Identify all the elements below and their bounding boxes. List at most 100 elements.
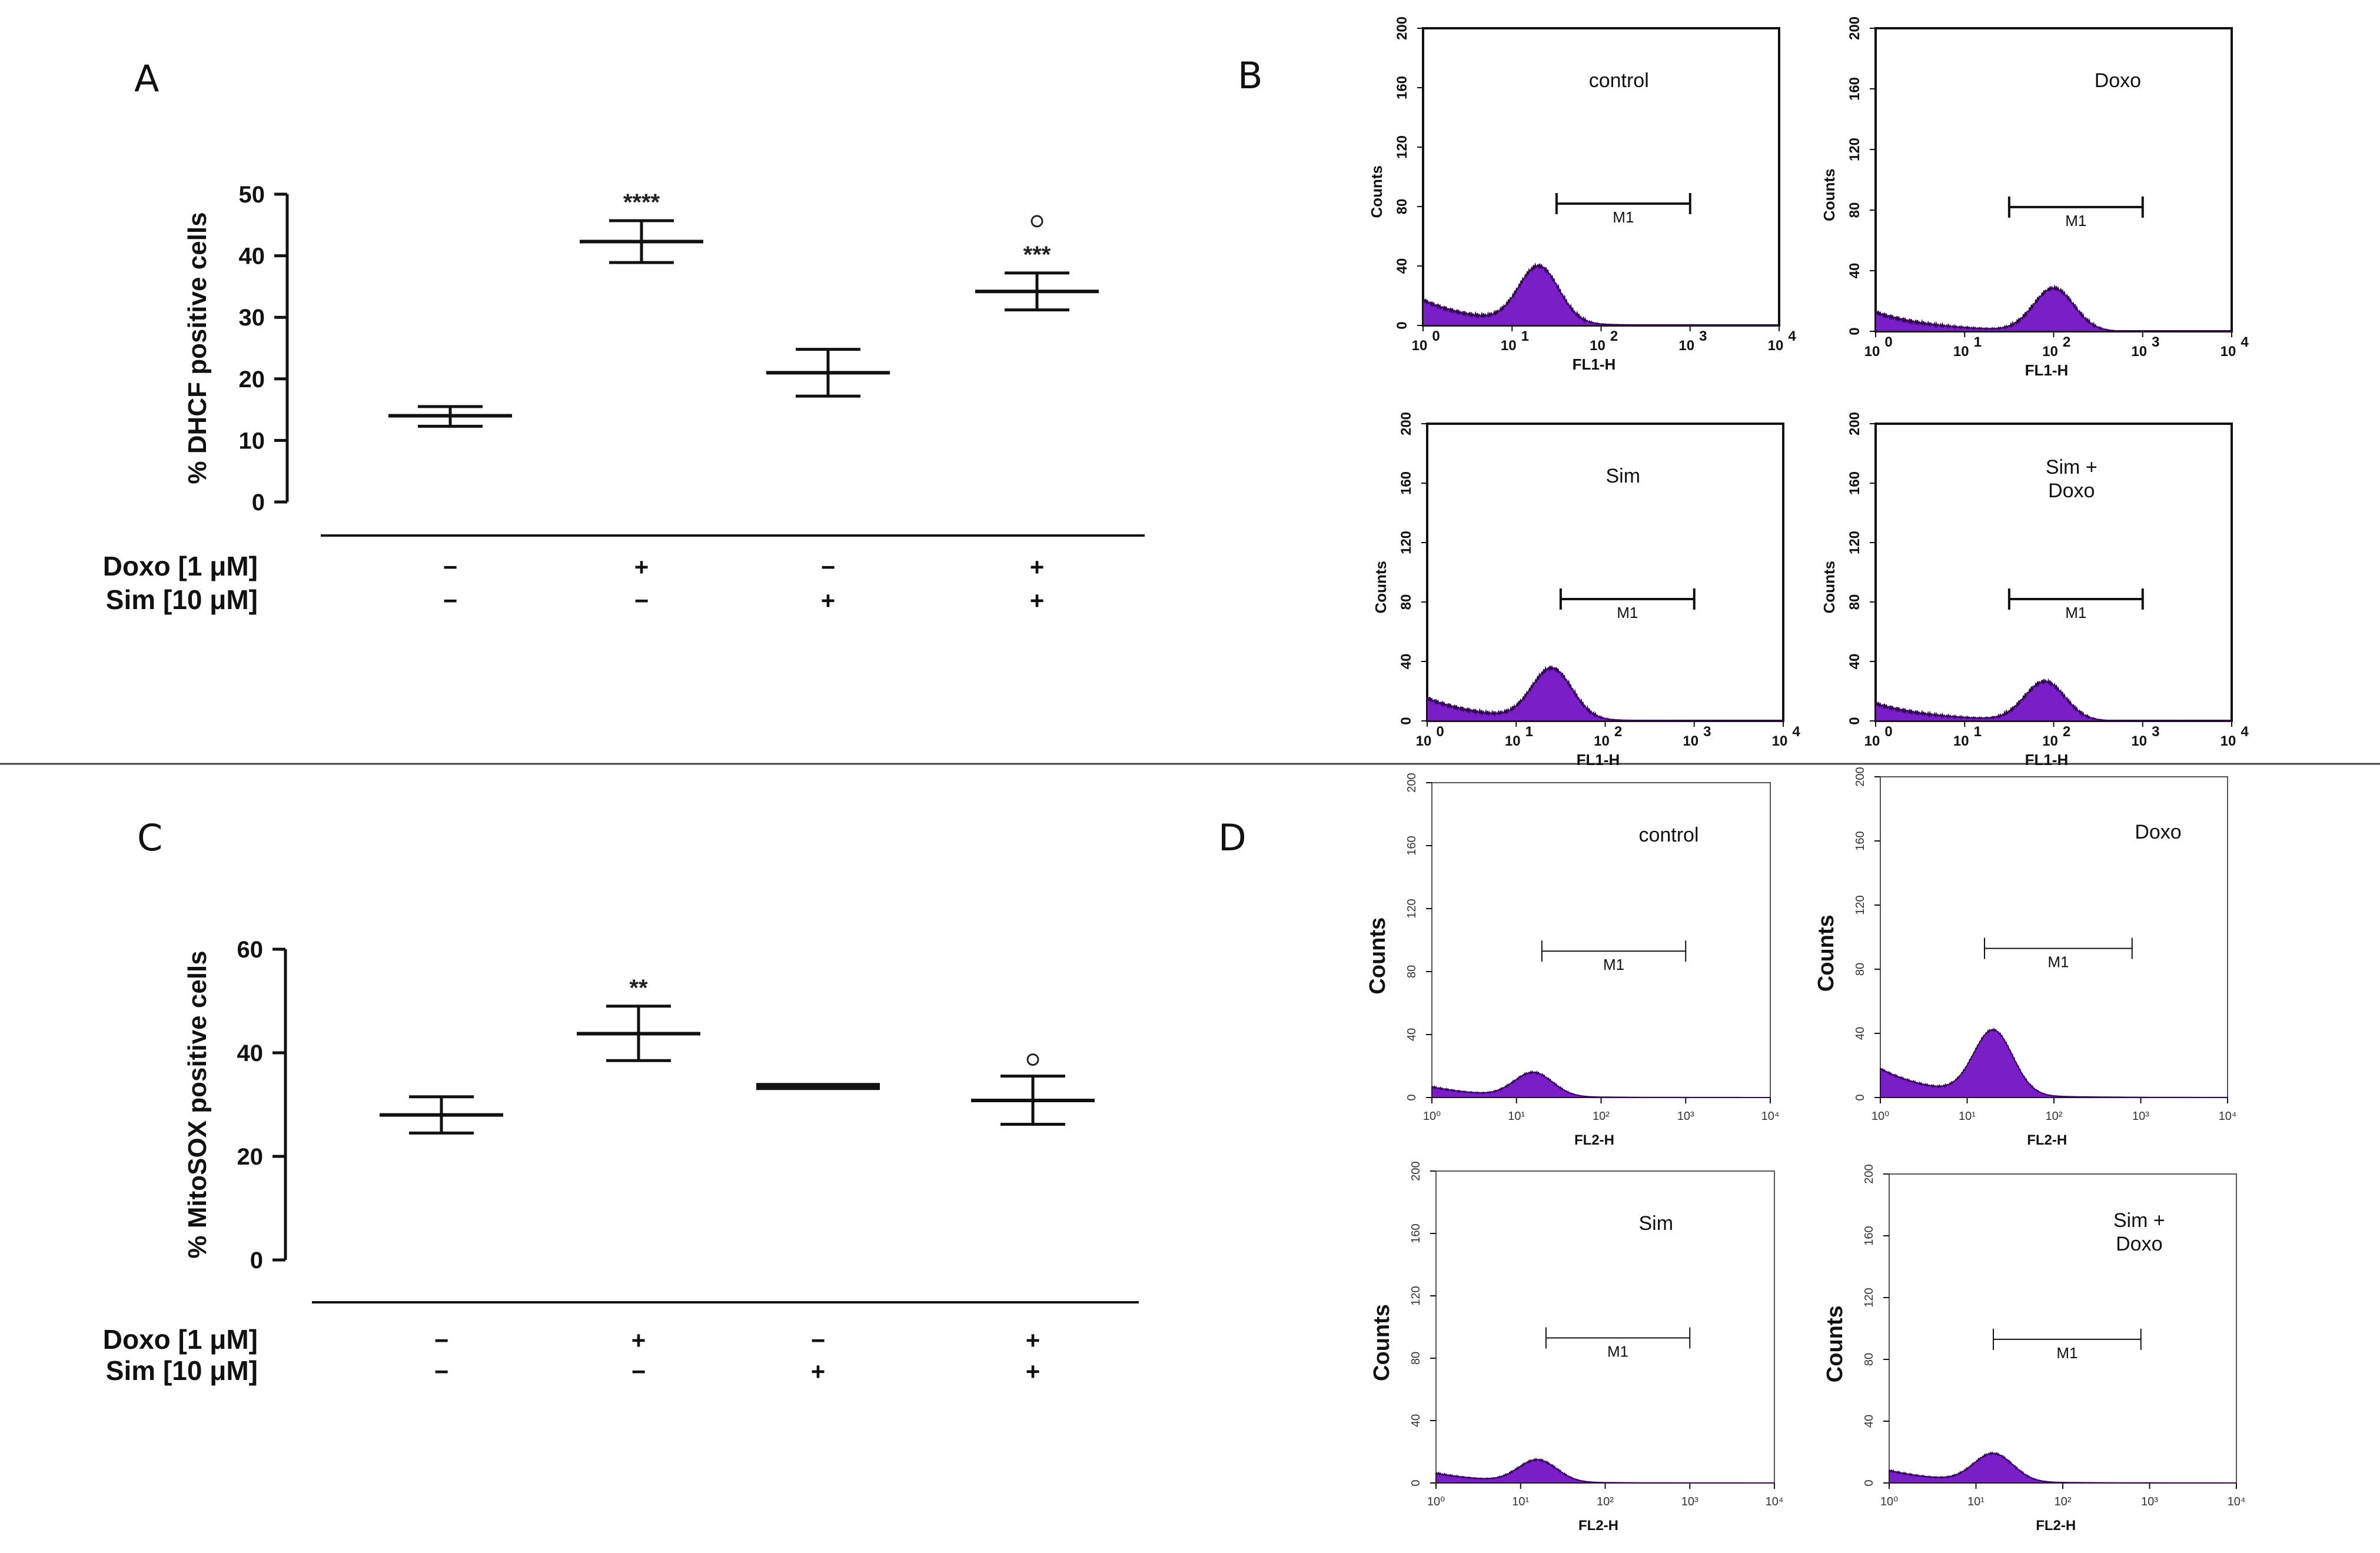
histogram-x-tick-label: 10² — [1593, 1110, 1610, 1123]
y-tick-label: 20 — [237, 1144, 264, 1170]
histogram-y-tick-label: 160 — [1398, 471, 1414, 495]
histogram-y-tick-label: 160 — [1847, 471, 1863, 495]
gate-label: M1 — [1613, 208, 1634, 226]
y-tick-label: 0 — [252, 490, 265, 516]
sim-sign: − — [631, 1358, 646, 1385]
significance-circle — [1026, 1053, 1039, 1066]
histogram-x-tick-label: 10³ — [2132, 1110, 2149, 1123]
histogram-condition-label: Doxo — [2048, 480, 2095, 502]
histogram-x-tick-label: 10³ — [2141, 1495, 2158, 1508]
histogram-y-tick-label: 0 — [1863, 1479, 1876, 1486]
sim-sign: + — [1030, 587, 1045, 614]
histogram-x-tick-exp: 1 — [1974, 724, 1982, 740]
doxo-sign: − — [811, 1326, 826, 1354]
histogram-condition-label: control — [1589, 69, 1649, 92]
histogram-frame — [1889, 1173, 2237, 1484]
gate-label: M1 — [1603, 956, 1624, 973]
y-tick-label: 40 — [239, 244, 265, 270]
histogram-x-tick-label: 10³ — [1677, 1110, 1694, 1123]
histogram-y-tick-label: 200 — [1854, 767, 1867, 786]
histogram-condition-label: Doxo — [2135, 821, 2181, 843]
histogram-y-tick-label: 200 — [1394, 16, 1410, 40]
y-tick-label: 40 — [237, 1040, 264, 1066]
histogram-y-tick-label: 80 — [1847, 594, 1863, 610]
sim-sign: + — [821, 587, 836, 614]
histogram-area — [1422, 262, 1780, 326]
condition-label-doxo: Doxo [1 μM] — [103, 551, 258, 581]
histogram-y-tick-label: 200 — [1847, 412, 1863, 435]
doxo-sign: + — [1030, 553, 1045, 581]
histogram-x-tick-base: 10 — [1501, 338, 1517, 354]
histogram-x-title: FL1-H — [1577, 751, 1620, 769]
histogram-x-tick-base: 10 — [2042, 344, 2058, 360]
histogram-condition-label: Doxo — [2095, 69, 2141, 92]
histogram-y-tick-label: 160 — [1405, 836, 1418, 855]
histogram-area — [1875, 284, 2232, 332]
histogram-x-tick-label: 10¹ — [1967, 1495, 1985, 1508]
histogram-y-title: Counts — [1365, 917, 1390, 995]
histogram-condition-label: Sim — [1605, 465, 1640, 487]
histogram-x-tick-exp: 2 — [1614, 724, 1622, 740]
histogram-frame — [1874, 423, 2233, 722]
histogram-x-title: FL2-H — [2027, 1132, 2067, 1148]
histogram-y-tick-label: 200 — [1398, 412, 1414, 435]
sim-sign: − — [434, 1358, 449, 1385]
histogram-area — [1435, 1457, 1774, 1484]
gate-label: M1 — [2065, 212, 2086, 230]
histogram-x-title: FL1-H — [2025, 751, 2069, 769]
histogram-x-tick-label: 10² — [1597, 1495, 1614, 1508]
histogram-y-tick-label: 80 — [1863, 1353, 1876, 1366]
y-axis-title: % MitoSOX positive cells — [183, 950, 212, 1258]
histogram-area — [1875, 678, 2232, 722]
histogram-x-tick-base: 10 — [1864, 344, 1880, 360]
histogram-y-tick-label: 40 — [1854, 1027, 1867, 1040]
histogram-y-title: Counts — [1820, 168, 1838, 221]
histogram-condition-label: Sim + — [2046, 456, 2098, 478]
histogram-x-tick-exp: 0 — [1436, 724, 1444, 740]
histogram-x-tick-base: 10 — [1678, 338, 1694, 354]
significance-stars: **** — [623, 189, 660, 215]
histogram-x-tick-base: 10 — [1768, 338, 1784, 354]
histogram-y-tick-label: 120 — [1410, 1286, 1422, 1305]
histogram-area — [1880, 1027, 2228, 1098]
y-tick-label: 60 — [237, 937, 264, 963]
significance-circle — [1031, 215, 1043, 228]
histogram-condition-label: Doxo — [2116, 1233, 2162, 1255]
histogram-x-tick-exp: 3 — [1703, 724, 1711, 740]
histogram-x-title: FL1-H — [2025, 361, 2069, 379]
histogram-y-title: Counts — [1372, 561, 1390, 614]
sim-sign: − — [634, 587, 649, 614]
histogram-y-title: Counts — [1368, 165, 1385, 218]
histogram-y-tick-label: 120 — [1863, 1288, 1876, 1307]
histogram-x-tick-exp: 0 — [1432, 328, 1440, 344]
histogram-x-tick-exp: 4 — [1792, 724, 1800, 740]
histogram-y-title: Counts — [1814, 914, 1839, 992]
histogram-y-tick-label: 80 — [1398, 594, 1414, 610]
histogram-x-tick-base: 10 — [2221, 344, 2236, 360]
histogram-y-tick-label: 40 — [1847, 654, 1863, 670]
histogram-frame — [1874, 27, 2233, 332]
histogram-x-tick-base: 10 — [1683, 733, 1698, 749]
histogram-condition-label: Sim — [1638, 1212, 1673, 1235]
histogram-y-tick-label: 200 — [1405, 773, 1418, 792]
histogram-frame — [1422, 27, 1780, 327]
histogram-x-tick-base: 10 — [1412, 338, 1428, 354]
histogram-x-tick-exp: 2 — [1610, 328, 1618, 344]
histogram-frame — [1426, 423, 1784, 722]
histogram-y-tick-label: 40 — [1405, 1028, 1418, 1041]
histogram-x-tick-label: 10¹ — [1959, 1110, 1976, 1123]
sim-sign: + — [811, 1358, 826, 1385]
histogram-x-tick-exp: 3 — [2152, 334, 2159, 350]
histogram-x-tick-label: 10⁰ — [1880, 1495, 1898, 1508]
doxo-sign: − — [443, 553, 458, 581]
panel-letter-b: B — [1238, 54, 1263, 97]
histogram-y-tick-label: 200 — [1410, 1161, 1422, 1180]
histogram-y-tick-label: 120 — [1847, 138, 1863, 161]
histogram-y-tick-label: 80 — [1394, 199, 1410, 215]
histogram-x-tick-base: 10 — [1864, 733, 1880, 749]
histogram-y-tick-label: 120 — [1398, 531, 1414, 554]
histogram-x-tick-base: 10 — [2131, 344, 2147, 360]
histogram-y-tick-label: 40 — [1847, 263, 1863, 279]
histogram-2: 04080120160200Counts100101102103104FL1-H… — [1372, 412, 1800, 769]
histogram-y-title: Counts — [1820, 561, 1838, 614]
